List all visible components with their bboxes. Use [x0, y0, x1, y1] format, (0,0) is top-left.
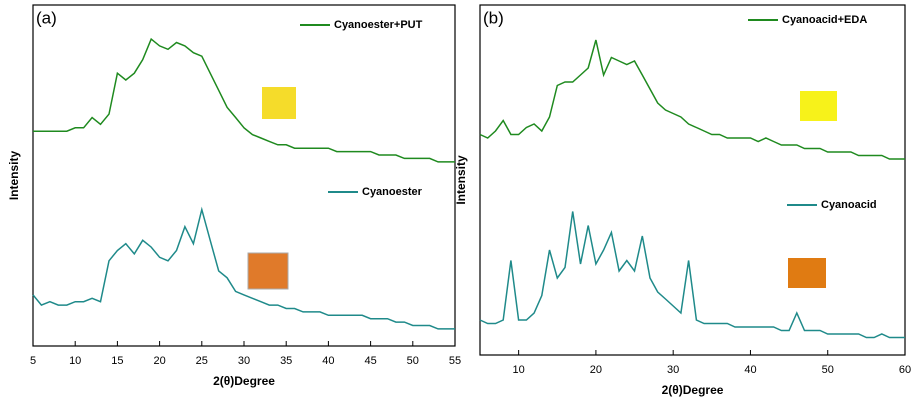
- series-line: [479, 39, 905, 160]
- x-tick-label: 10: [69, 355, 81, 367]
- x-tick-label: 40: [744, 364, 756, 376]
- series-line: [479, 211, 905, 339]
- x-tick-label: 50: [822, 364, 834, 376]
- panel-label: (a): [36, 8, 57, 27]
- legend-label: Cyanoester: [362, 186, 423, 198]
- sample-photo: [788, 258, 826, 288]
- sample-photo: [262, 87, 296, 119]
- x-axis-label: 2(θ)Degree: [213, 374, 275, 388]
- series-line: [33, 37, 455, 163]
- x-tick-label: 45: [364, 355, 376, 367]
- legend-label: Cyanoester+PUT: [334, 19, 423, 31]
- y-axis-label: Intensity: [454, 155, 468, 205]
- x-tick-label: 50: [407, 355, 419, 367]
- x-tick-label: 5: [30, 355, 36, 367]
- x-tick-label: 25: [196, 355, 208, 367]
- legend-label: Cyanoacid: [821, 199, 877, 211]
- x-tick-label: 15: [111, 355, 123, 367]
- y-axis-label: Intensity: [7, 151, 21, 201]
- series-line: [32, 206, 455, 330]
- x-tick-label: 30: [238, 355, 250, 367]
- legend-label: Cyanoacid+EDA: [782, 14, 867, 26]
- x-tick-label: 55: [449, 355, 461, 367]
- x-tick-label: 20: [590, 364, 602, 376]
- x-axis-label: 2(θ)Degree: [662, 383, 724, 397]
- x-tick-label: 35: [280, 355, 292, 367]
- x-tick-label: 60: [899, 364, 911, 376]
- panel-label: (b): [483, 8, 504, 27]
- x-tick-label: 10: [513, 364, 525, 376]
- x-tick-label: 20: [153, 355, 165, 367]
- x-tick-label: 40: [322, 355, 334, 367]
- plot-frame: [479, 4, 906, 356]
- x-tick-label: 30: [667, 364, 679, 376]
- sample-photo: [800, 91, 837, 121]
- sample-photo: [247, 252, 289, 290]
